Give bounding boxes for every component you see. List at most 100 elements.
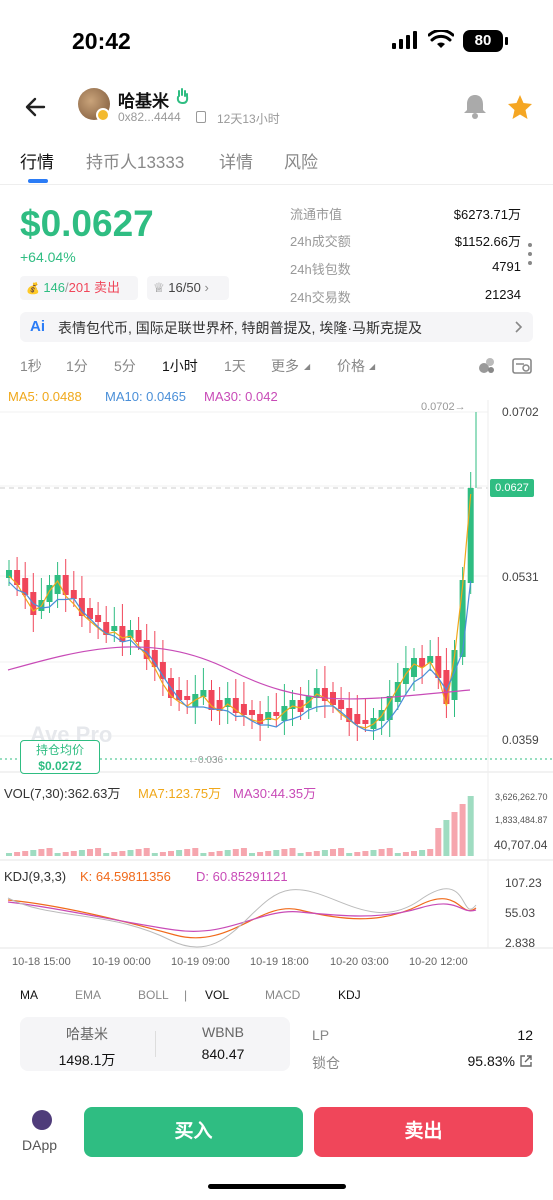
volume-bar: [330, 849, 336, 856]
tab-market[interactable]: 行情: [20, 153, 54, 172]
time-axis-label: 10-19 09:00: [171, 956, 230, 968]
candle-body: [427, 656, 434, 663]
volume-bar: [176, 850, 183, 856]
y-axis-label-top: 0.0702: [502, 405, 539, 419]
timeframe-1d[interactable]: 1天: [224, 358, 246, 374]
ma30-line: [7, 646, 471, 700]
buy-sell-chip[interactable]: 💰 146/201 卖出: [20, 276, 138, 300]
sell-button[interactable]: 卖出: [314, 1107, 533, 1157]
ma10-line: [8, 580, 472, 732]
volume-bar: [249, 853, 255, 856]
volume-bar: [232, 849, 239, 856]
tag-banner[interactable]: [20, 312, 533, 342]
buy-button[interactable]: 买入: [84, 1107, 303, 1157]
rank-chip[interactable]: ♕ 16/50 ›: [147, 276, 229, 300]
status-bar: 20:42 80: [0, 0, 553, 80]
token-address[interactable]: 0x82...4444: [118, 110, 181, 124]
indicator-kdj[interactable]: KDJ: [338, 988, 361, 1002]
candle-body: [419, 658, 426, 667]
volume-bar: [265, 851, 272, 856]
volume-bar: [30, 850, 37, 856]
volume-bar: [459, 804, 466, 856]
timeframe-1h[interactable]: 1小时: [162, 358, 198, 374]
pool-divider: [155, 1031, 156, 1057]
volume-bar: [240, 848, 247, 856]
stat-value-trades: 21234: [484, 287, 521, 302]
time-axis-label: 10-20 12:00: [409, 956, 468, 968]
signal-icon: [392, 31, 417, 49]
chain-badge-icon: [96, 108, 110, 122]
copy-icon[interactable]: [196, 111, 206, 123]
volume-bar: [281, 849, 288, 856]
candlestick-chart[interactable]: [0, 400, 553, 970]
volume-bar: [419, 850, 426, 856]
avg-cost-label: 持仓均价: [35, 743, 84, 757]
chart-type-price[interactable]: 价格: [337, 358, 365, 374]
token-age: 12天13小时: [217, 112, 280, 126]
timeframe-1m[interactable]: 1分: [66, 358, 88, 374]
volume-bar: [78, 850, 85, 856]
tab-risk[interactable]: 风险: [284, 153, 318, 172]
candle-body: [451, 650, 458, 700]
candle-body: [62, 575, 69, 595]
star-icon[interactable]: [506, 93, 534, 121]
lp-value: 12: [517, 1027, 533, 1043]
candle-body: [70, 590, 77, 599]
volume-bar: [321, 850, 328, 856]
chart-settings-icon[interactable]: [512, 356, 532, 376]
token-name: 哈基米: [118, 92, 169, 111]
bell-icon[interactable]: [462, 92, 488, 120]
volume-bar: [370, 850, 377, 856]
min-price-marker: ←0.036: [188, 755, 224, 766]
candle-body: [200, 690, 207, 697]
indicator-settings-icon[interactable]: [477, 356, 497, 376]
candle-body: [346, 708, 353, 722]
volume-bar: [143, 848, 150, 856]
volume-bar: [354, 852, 361, 856]
time-axis-label: 10-20 03:00: [330, 956, 389, 968]
volume-bar: [111, 852, 118, 856]
candle-body: [297, 700, 304, 712]
price-change: +64.04%: [20, 249, 76, 265]
indicator-ma[interactable]: MA: [20, 988, 38, 1002]
stat-value-market-cap: $6273.71万: [453, 207, 521, 222]
timeframe-1s[interactable]: 1秒: [20, 358, 42, 374]
indicator-vol[interactable]: VOL: [205, 988, 230, 1002]
candle-body: [95, 615, 102, 622]
crown-icon: ♕: [153, 280, 165, 295]
dapp-label[interactable]: DApp: [22, 1137, 58, 1153]
kdj-legend: KDJ(9,3,3): [4, 869, 67, 884]
volume-bar: [127, 850, 134, 856]
volume-legend: VOL(7,30):362.63万: [4, 786, 121, 801]
ma5-line: [8, 493, 472, 729]
back-arrow-icon[interactable]: [22, 92, 54, 122]
wifi-icon: [428, 30, 454, 48]
more-dots-icon[interactable]: [527, 242, 533, 266]
kdj-d-line: [7, 901, 477, 932]
candle-body: [46, 585, 53, 602]
timeframe-more[interactable]: 更多: [271, 358, 299, 374]
indicator-boll[interactable]: BOLL: [138, 988, 169, 1002]
volume-bar: [62, 852, 69, 856]
tab-details[interactable]: 详情: [219, 153, 253, 172]
dapp-icon[interactable]: [32, 1110, 52, 1130]
candle-body: [321, 688, 328, 701]
lp-label: LP: [312, 1027, 330, 1043]
pool-token-a-name: 哈基米: [66, 1026, 108, 1042]
indicator-ema[interactable]: EMA: [75, 988, 102, 1002]
tab-holders[interactable]: 持币人13333: [86, 153, 185, 172]
volume-bar: [346, 853, 353, 856]
candle-body: [208, 690, 215, 710]
volume-bar: [200, 853, 207, 856]
timeframe-5m[interactable]: 5分: [114, 358, 136, 374]
external-link-icon[interactable]: [519, 1054, 533, 1068]
indicator-macd[interactable]: MACD: [265, 988, 301, 1002]
candle-body: [338, 700, 345, 709]
candle-body: [232, 698, 239, 713]
candle-body: [14, 570, 21, 585]
candle-body: [159, 662, 166, 679]
divider: [0, 184, 553, 185]
volume-ma30-legend: MA30:44.35万: [233, 786, 317, 801]
pool-token-b-amount: 840.47: [201, 1046, 245, 1062]
candle-body: [443, 670, 450, 704]
